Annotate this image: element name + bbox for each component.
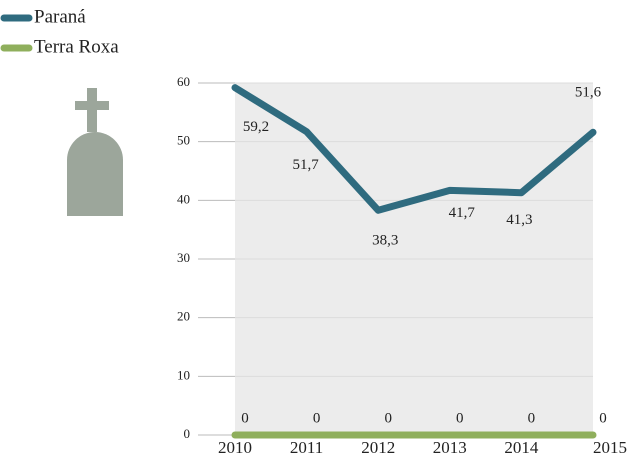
x-tick-label: 2014	[504, 438, 539, 457]
data-label: 41,3	[506, 212, 532, 228]
y-tick-label: 60	[177, 74, 190, 89]
legend-label: Paraná	[34, 6, 86, 27]
y-tick-label: 10	[177, 367, 190, 382]
data-label: 0	[599, 410, 607, 426]
series-line	[231, 84, 597, 214]
data-label: 0	[384, 410, 392, 426]
data-label: 51,7	[292, 157, 319, 173]
data-label: 59,2	[243, 119, 269, 135]
y-tick-label: 0	[184, 426, 191, 441]
y-tick-label: 30	[177, 250, 190, 265]
data-label: 41,7	[449, 205, 476, 221]
y-tick-label: 40	[177, 191, 190, 206]
y-tick-label: 50	[177, 133, 190, 148]
x-tick-label: 2011	[290, 438, 323, 457]
x-tick-label: 2013	[433, 438, 467, 457]
x-tick-label: 2010	[218, 438, 252, 457]
data-label: 0	[241, 410, 249, 426]
data-label: 0	[456, 410, 464, 426]
y-tick-label: 20	[177, 309, 190, 324]
data-label: 51,6	[575, 85, 602, 101]
data-label: 38,3	[372, 233, 398, 249]
data-label: 0	[313, 410, 321, 426]
tombstone-icon	[67, 88, 123, 216]
legend-label: Terra Roxa	[34, 36, 119, 57]
data-label: 0	[528, 410, 536, 426]
x-tick-label: 2015	[593, 438, 627, 457]
x-tick-label: 2012	[361, 438, 395, 457]
